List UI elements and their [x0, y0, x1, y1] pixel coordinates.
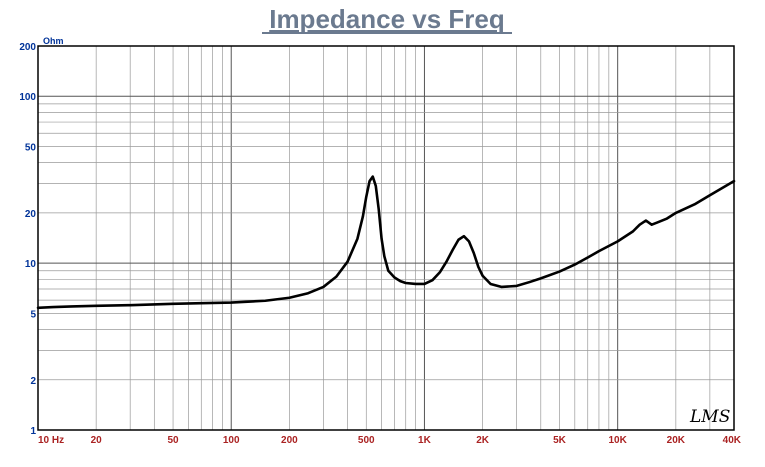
y-tick-label: 10	[25, 259, 37, 270]
x-tick-label: 200	[281, 435, 298, 446]
x-tick-label: 2K	[476, 435, 490, 446]
y-axis-unit-label: Ohm	[43, 36, 64, 46]
x-tick-label: 20	[91, 435, 103, 446]
x-tick-label: 500	[358, 435, 375, 446]
y-tick-label: 20	[25, 209, 37, 220]
y-tick-label: 50	[25, 142, 37, 153]
plot-frame	[37, 45, 735, 431]
x-tick-label: 100	[223, 435, 240, 446]
x-tick-label: 20K	[667, 435, 686, 446]
y-tick-label: 100	[19, 92, 36, 103]
y-tick-label: 2	[30, 376, 36, 387]
y-tick-label: 5	[30, 309, 36, 320]
grid-layer	[37, 45, 735, 431]
x-tick-label: 50	[167, 435, 179, 446]
lms-watermark: LMS	[689, 407, 730, 427]
y-tick-label: 200	[19, 42, 36, 53]
x-tick-label: 5K	[553, 435, 567, 446]
x-axis-ticks: 10 Hz 20 50 100 200 500 1K 2K 5K 10K 20K 40K	[38, 435, 742, 446]
series-layer	[36, 175, 736, 310]
x-tick-label: 40K	[723, 435, 742, 446]
x-tick-label: 1K	[418, 435, 432, 446]
chart-title: Impedance vs Freq	[269, 4, 505, 34]
y-tick-label: 1	[30, 426, 36, 437]
impedance-curve	[36, 175, 736, 310]
x-tick-label: 10 Hz	[38, 435, 64, 446]
x-tick-label: 10K	[608, 435, 627, 446]
y-axis-ticks: 1 2 5 10 20 50 100 200	[19, 42, 36, 437]
